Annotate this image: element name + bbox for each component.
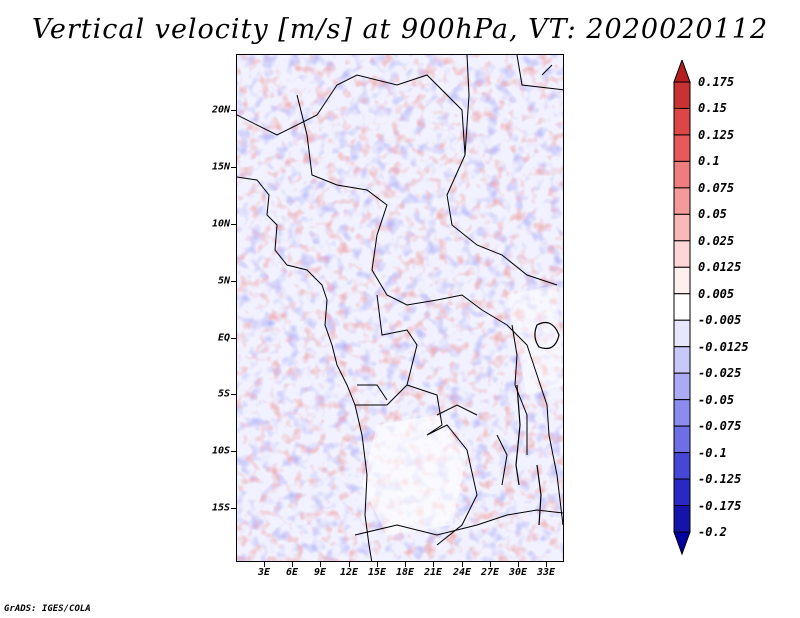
colorbar-label: 0.05 xyxy=(698,207,727,222)
colorbar-label: 0.025 xyxy=(698,233,735,248)
lat-label-15s: 15S xyxy=(211,502,230,514)
colorbar-box xyxy=(673,240,691,268)
lon-tick xyxy=(462,562,463,567)
lon-tick xyxy=(405,562,406,567)
lat-label-5s: 5S xyxy=(217,388,230,400)
lat-tick xyxy=(231,224,236,225)
colorbar-box xyxy=(673,213,691,242)
colorbar-label: 0.1 xyxy=(698,154,720,169)
colorbar-box xyxy=(673,505,691,533)
calm-region-east xyxy=(507,285,563,395)
lon-label-33e: 33E xyxy=(536,567,556,578)
map-title: Vertical velocity [m/s] at 900hPa, VT: 2… xyxy=(31,14,769,45)
colorbar-label: -0.2 xyxy=(698,525,727,539)
colorbar-label: 0.0125 xyxy=(698,260,742,275)
lon-tick xyxy=(518,562,519,567)
colorbar-label: -0.075 xyxy=(698,419,742,434)
colorbar-label: -0.0125 xyxy=(698,339,749,354)
lat-tick xyxy=(231,338,236,339)
colorbar-label: 0.125 xyxy=(698,127,735,142)
lon-label-18e: 18E xyxy=(395,567,415,578)
lon-label-3e: 3E xyxy=(257,567,271,578)
grads-credit: GrADS: IGES/COLA xyxy=(4,604,91,614)
colorbar-box xyxy=(673,478,691,507)
lat-label-20n: 20N xyxy=(211,104,230,116)
colorbar-box xyxy=(673,372,691,401)
colorbar-label: -0.025 xyxy=(698,366,742,381)
colorbar-top-triangle xyxy=(673,60,691,83)
colorbar-box xyxy=(673,452,691,480)
colorbar-box xyxy=(673,399,691,427)
lon-label-12e: 12E xyxy=(339,567,359,578)
lat-tick xyxy=(231,167,236,168)
colorbar-box xyxy=(673,266,691,295)
lon-label-15e: 15E xyxy=(367,567,387,578)
colorbar-box xyxy=(673,319,691,348)
lat-tick xyxy=(231,451,236,452)
lon-tick xyxy=(320,562,321,567)
map-svg xyxy=(237,55,563,561)
colorbar-box xyxy=(673,107,691,136)
coastlines-and-borders xyxy=(237,55,563,561)
lon-tick xyxy=(490,562,491,567)
lat-tick xyxy=(231,110,236,111)
lon-label-21e: 21E xyxy=(423,567,443,578)
colorbar-label: 0.15 xyxy=(698,101,727,116)
lon-tick xyxy=(377,562,378,567)
lat-label-5n: 5N xyxy=(217,275,230,287)
colorbar-label: -0.005 xyxy=(698,313,742,328)
lat-label-15n: 15N xyxy=(211,161,230,173)
lon-label-24e: 24E xyxy=(452,567,472,578)
lakes xyxy=(515,322,560,526)
lat-label-10s: 10S xyxy=(211,445,230,457)
lon-label-30e: 30E xyxy=(508,567,528,578)
colorbar-box xyxy=(673,81,691,109)
colorbar-box xyxy=(673,160,691,189)
map-plot-area xyxy=(236,54,564,562)
colorbar-label: 0.175 xyxy=(698,75,735,89)
colorbar-bottom-triangle xyxy=(673,531,691,556)
calm-region xyxy=(362,415,467,535)
colorbar-label: -0.175 xyxy=(698,498,742,513)
colorbar-label: -0.1 xyxy=(698,445,727,460)
colorbar-label: 0.005 xyxy=(698,286,735,301)
colorbar-box xyxy=(673,187,691,215)
lon-tick xyxy=(292,562,293,567)
colorbar-label: -0.125 xyxy=(698,472,742,487)
colorbar-box xyxy=(673,425,691,454)
lat-tick xyxy=(231,508,236,509)
lon-label-27e: 27E xyxy=(480,567,500,578)
lon-label-6e: 6E xyxy=(285,567,299,578)
lat-tick xyxy=(231,281,236,282)
lon-tick xyxy=(433,562,434,567)
colorbar-box xyxy=(673,346,691,374)
lon-tick xyxy=(349,562,350,567)
lon-tick xyxy=(546,562,547,567)
lat-label-10n: 10N xyxy=(211,218,230,230)
lat-tick xyxy=(231,394,236,395)
colorbar-label: 0.075 xyxy=(698,180,735,195)
colorbar-box xyxy=(673,293,691,321)
lat-label-eq: EQ xyxy=(217,332,230,344)
colorbar xyxy=(673,60,691,556)
lon-tick xyxy=(264,562,265,567)
colorbar-box xyxy=(673,134,691,162)
colorbar-label: -0.05 xyxy=(698,392,735,407)
lon-label-9e: 9E xyxy=(313,567,327,578)
